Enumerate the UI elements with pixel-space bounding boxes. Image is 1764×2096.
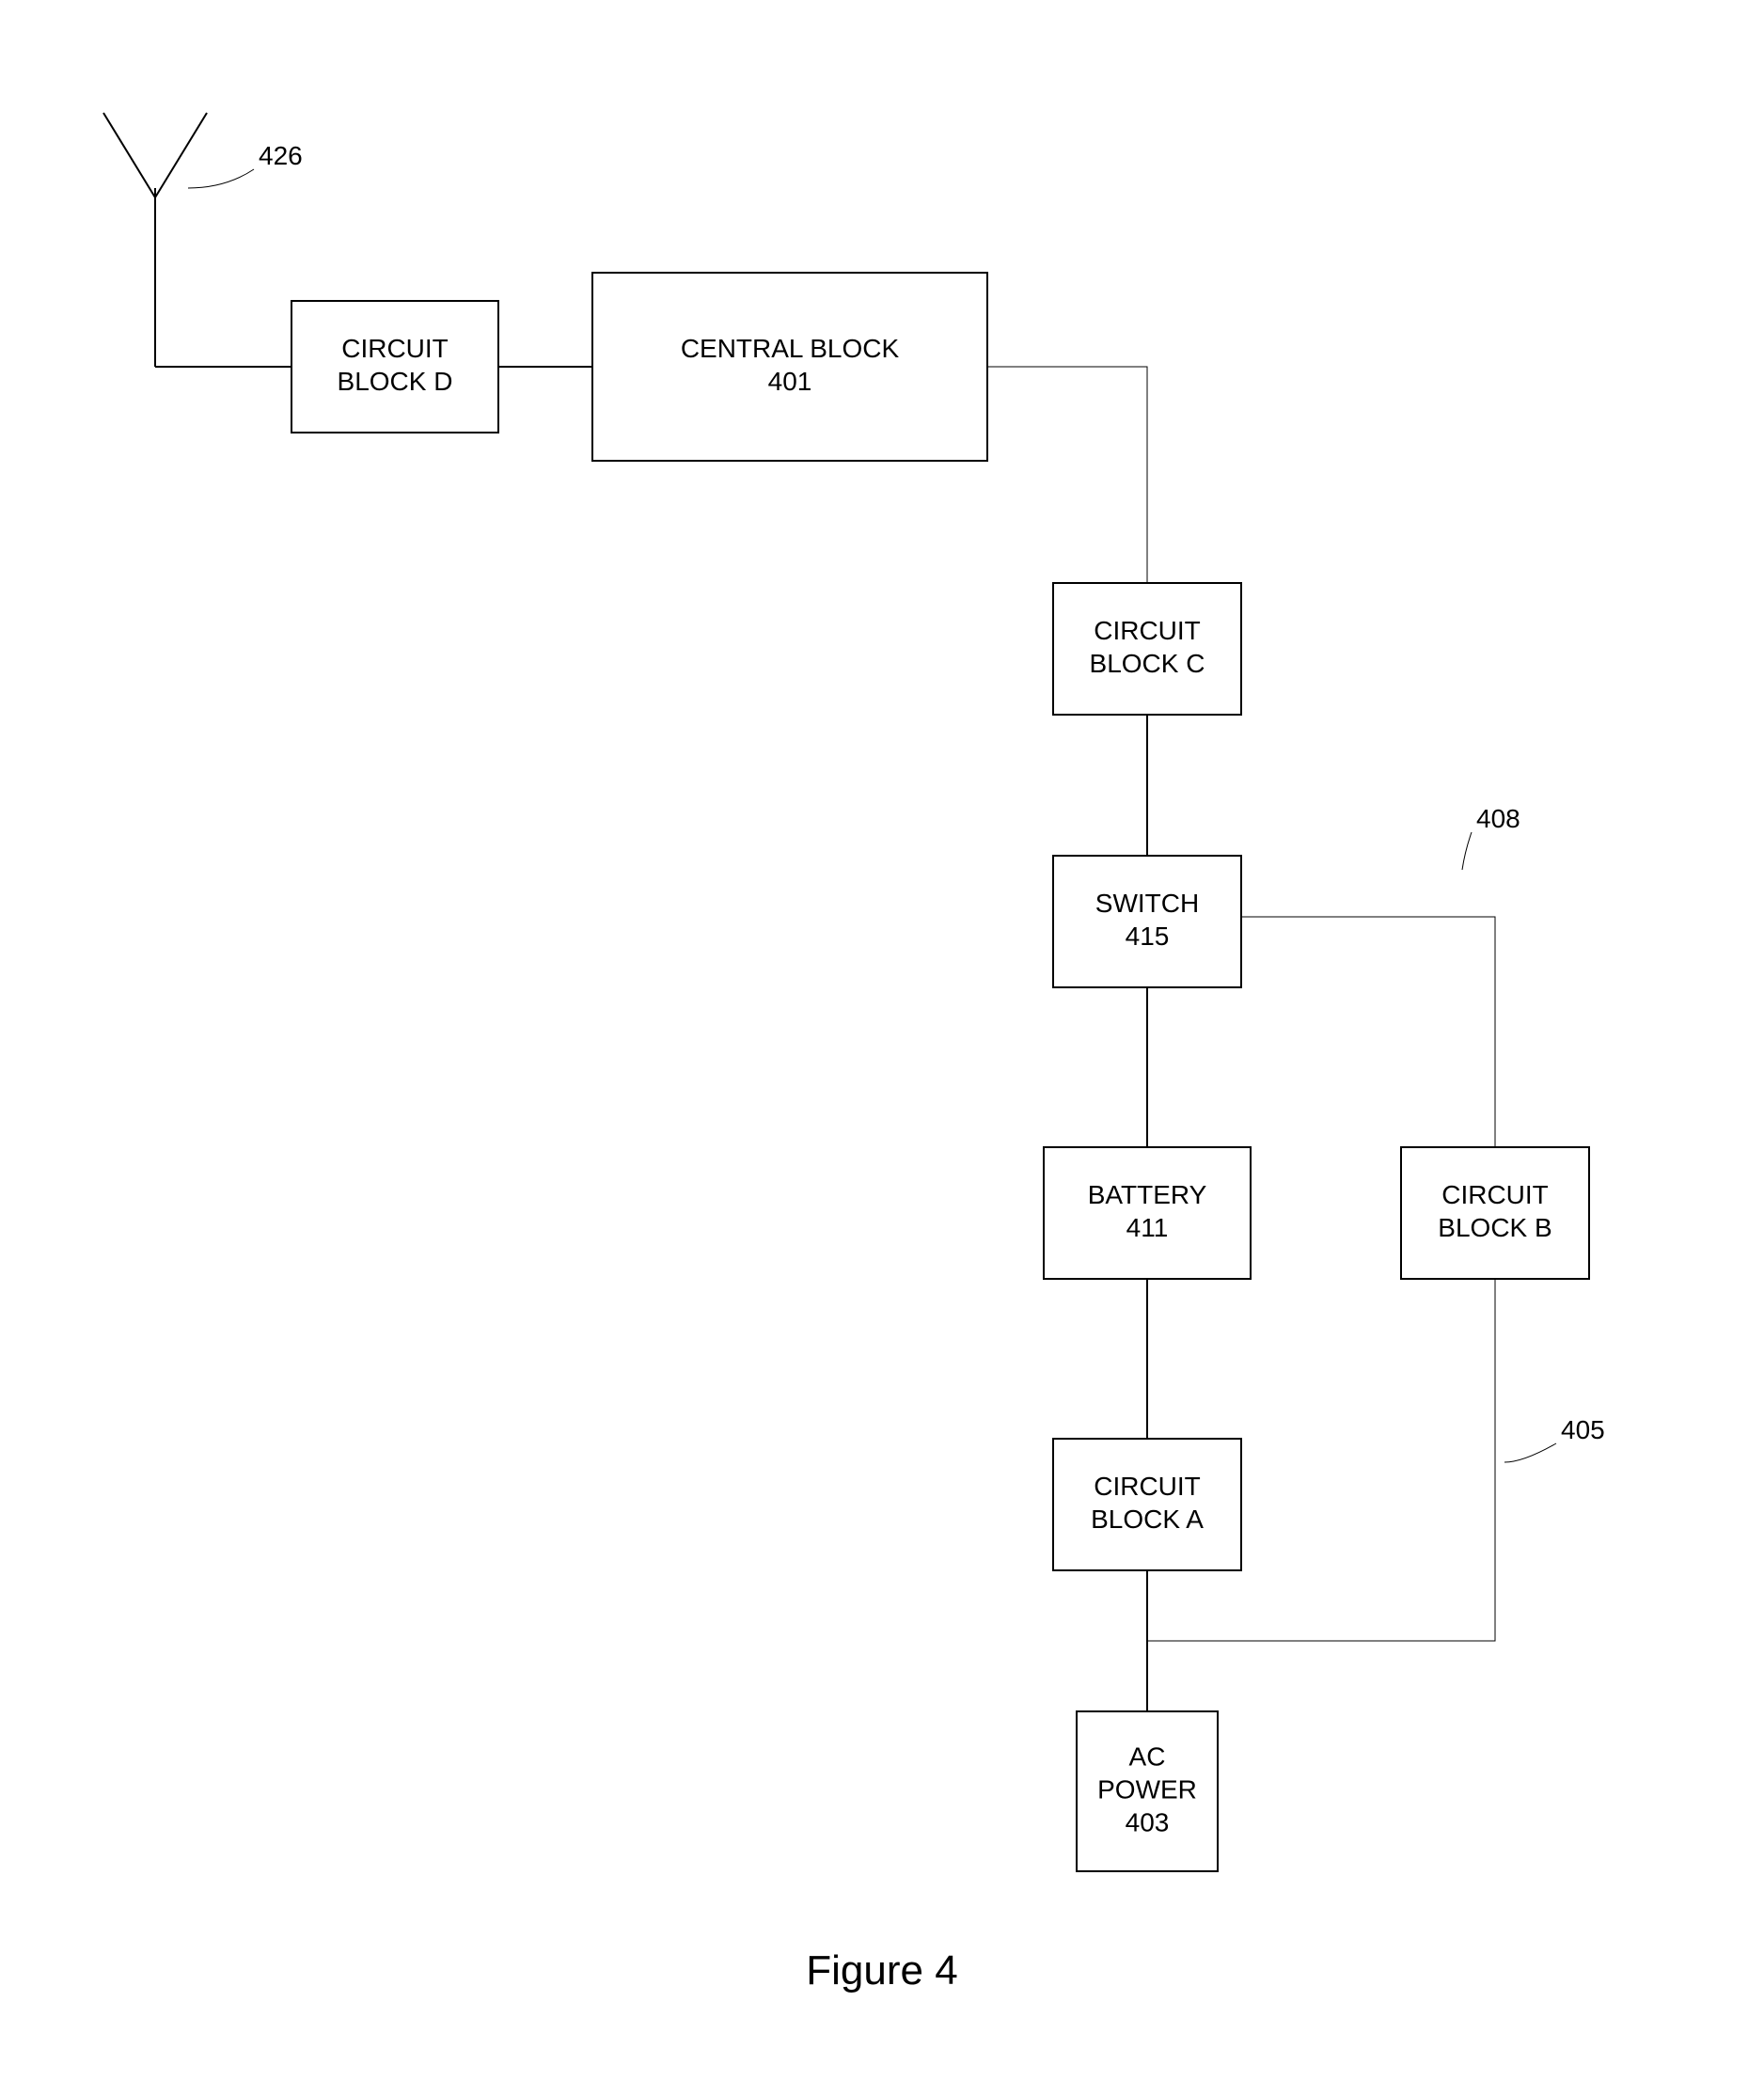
block-ac_power-label: 403 — [1126, 1808, 1170, 1837]
block-ac_power-label: AC — [1129, 1742, 1166, 1772]
block-block_a: CIRCUIT BLOCK A — [1053, 1439, 1241, 1570]
block-block_c-label: BLOCK C — [1090, 649, 1205, 678]
block-block_a-label: BLOCK A — [1091, 1505, 1204, 1534]
block-block_b: CIRCUIT BLOCK B — [1401, 1147, 1589, 1279]
block-ac_power-label: POWER — [1097, 1775, 1197, 1804]
block-battery: BATTERY 411 — [1044, 1147, 1251, 1279]
antenna-icon — [103, 113, 207, 367]
ref-r408: 408 — [1462, 804, 1520, 870]
ref-r405-text: 405 — [1561, 1415, 1605, 1444]
block-central-label: 401 — [768, 367, 812, 396]
ref-r408-text: 408 — [1476, 804, 1520, 833]
block-block_a-label: CIRCUIT — [1094, 1472, 1201, 1501]
block-switch-label: SWITCH — [1095, 889, 1199, 918]
block-block_b-label: BLOCK B — [1438, 1213, 1551, 1242]
connector-central_to_c — [987, 367, 1147, 583]
ref-r405: 405 — [1504, 1415, 1605, 1462]
ref-r426: 426 — [188, 141, 303, 188]
figure-diagram: CENTRAL BLOCK 401 CIRCUIT BLOCK D CIRCUIT BLO… — [0, 0, 1764, 2096]
figure-caption: Figure 4 — [806, 1947, 957, 1994]
block-battery-label: 411 — [1126, 1213, 1169, 1242]
block-battery-label: BATTERY — [1088, 1180, 1207, 1209]
block-central-label: CENTRAL BLOCK — [681, 334, 900, 363]
connector-switch_right — [1241, 917, 1495, 1147]
block-block_b-label: CIRCUIT — [1441, 1180, 1549, 1209]
block-switch-label: 415 — [1126, 922, 1170, 951]
ref-r426-text: 426 — [259, 141, 303, 170]
block-central: CENTRAL BLOCK 401 — [592, 273, 987, 461]
block-switch: SWITCH 415 — [1053, 856, 1241, 987]
block-block_c-label: CIRCUIT — [1094, 616, 1201, 645]
block-block_d: CIRCUIT BLOCK D — [291, 301, 498, 433]
block-block_d-label: CIRCUIT — [341, 334, 449, 363]
block-ac_power: AC POWER 403 — [1077, 1711, 1218, 1871]
block-block_c: CIRCUIT BLOCK C — [1053, 583, 1241, 715]
block-block_d-label: BLOCK D — [338, 367, 453, 396]
